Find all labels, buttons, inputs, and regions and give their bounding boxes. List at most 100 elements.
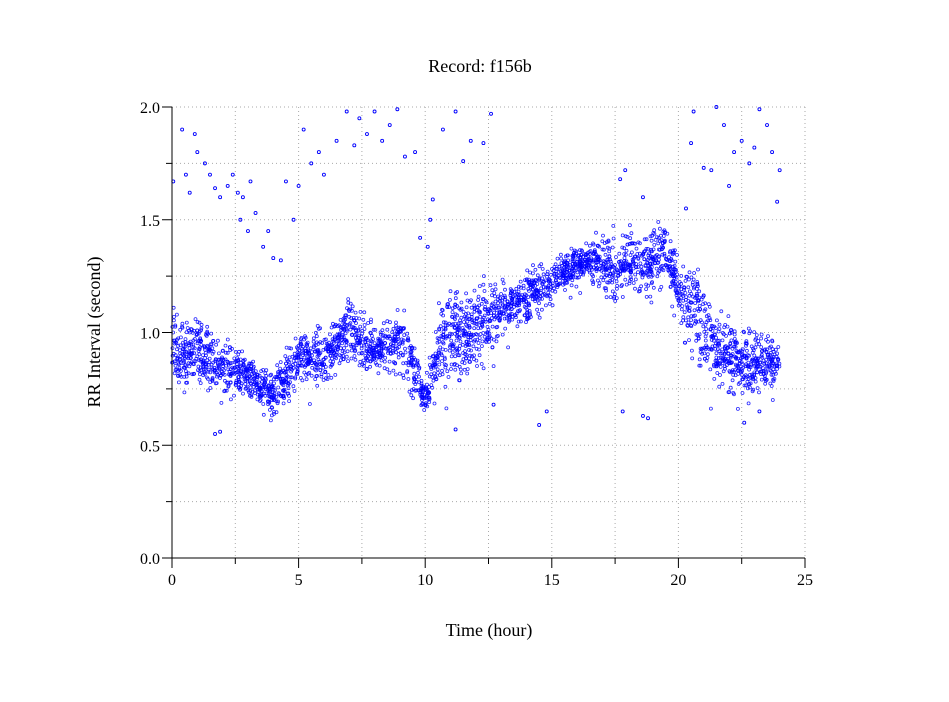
data-point [693, 301, 698, 306]
data-point [714, 358, 719, 363]
data-point [269, 372, 274, 377]
data-point [468, 316, 473, 321]
data-point [563, 254, 568, 259]
data-point [728, 342, 733, 346]
data-point [751, 358, 756, 363]
data-point [348, 342, 353, 347]
data-point [610, 274, 615, 279]
data-point [516, 292, 521, 297]
data-point [197, 368, 202, 373]
data-point [490, 288, 495, 293]
data-point [649, 300, 654, 305]
data-point [299, 357, 304, 362]
data-point-outlier [266, 229, 271, 233]
data-point [249, 381, 253, 386]
data-point [431, 359, 436, 364]
data-point [494, 314, 499, 319]
data-point [412, 380, 417, 385]
data-point [315, 354, 320, 359]
data-point [189, 348, 194, 353]
data-point [331, 351, 336, 356]
data-point [330, 362, 335, 367]
data-point [582, 257, 587, 262]
data-point [464, 331, 469, 336]
data-point [271, 398, 276, 402]
data-point [486, 327, 491, 332]
data-point [176, 343, 181, 348]
data-point [694, 338, 699, 343]
data-point [450, 314, 454, 319]
data-point [548, 297, 553, 302]
data-point [323, 370, 328, 375]
data-point [287, 346, 292, 351]
data-point [520, 293, 524, 298]
data-point [715, 362, 720, 367]
data-point [420, 398, 424, 402]
data-point [458, 318, 463, 323]
data-point [318, 368, 323, 373]
data-point [188, 361, 193, 366]
data-point [645, 268, 650, 273]
data-point [733, 362, 738, 367]
data-point [353, 348, 358, 353]
data-point [554, 271, 559, 276]
data-point [478, 314, 483, 319]
data-point [171, 305, 176, 310]
data-point [357, 363, 362, 368]
data-point [450, 346, 455, 351]
data-point [568, 272, 573, 277]
data-point [461, 328, 466, 333]
data-point [687, 338, 691, 343]
data-point [173, 363, 178, 368]
data-point-outlier [620, 409, 625, 414]
data-point [439, 351, 444, 356]
data-point [339, 354, 344, 358]
data-point [249, 361, 254, 366]
data-point [694, 291, 699, 296]
data-point [382, 366, 387, 371]
data-point [746, 326, 751, 331]
data-point [247, 390, 251, 395]
data-point [659, 284, 664, 289]
data-point [246, 363, 251, 368]
x-tick-label: 5 [295, 572, 303, 589]
data-point [180, 321, 185, 326]
data-point [450, 322, 455, 327]
data-point [256, 380, 261, 385]
data-point [679, 287, 684, 292]
data-point [704, 327, 709, 331]
data-point [431, 365, 436, 370]
data-point [369, 333, 374, 338]
data-point-outlier [395, 107, 400, 112]
data-point [272, 381, 276, 386]
data-point [178, 327, 183, 332]
data-point [203, 347, 207, 352]
data-point [683, 278, 688, 283]
data-point [242, 357, 247, 362]
data-point-outlier [481, 141, 486, 146]
data-point [549, 272, 553, 277]
data-point [173, 353, 178, 358]
data-point [758, 360, 762, 365]
data-point [487, 334, 492, 339]
data-point [629, 270, 633, 275]
data-point [443, 384, 448, 389]
data-point [448, 343, 453, 348]
data-point [533, 299, 538, 304]
data-point [487, 308, 492, 313]
data-point [470, 320, 475, 325]
data-point [483, 299, 488, 304]
data-point [197, 372, 202, 377]
data-point [728, 361, 732, 366]
data-point [509, 303, 514, 308]
data-point [759, 332, 764, 337]
data-point [689, 300, 694, 305]
data-point [489, 293, 494, 298]
y-axis-label: RR Interval (second) [84, 257, 105, 408]
data-point-outlier [296, 183, 301, 188]
data-point [394, 320, 398, 325]
data-point [412, 376, 417, 381]
data-point [272, 409, 276, 414]
data-point [722, 346, 727, 351]
data-point [183, 337, 188, 342]
